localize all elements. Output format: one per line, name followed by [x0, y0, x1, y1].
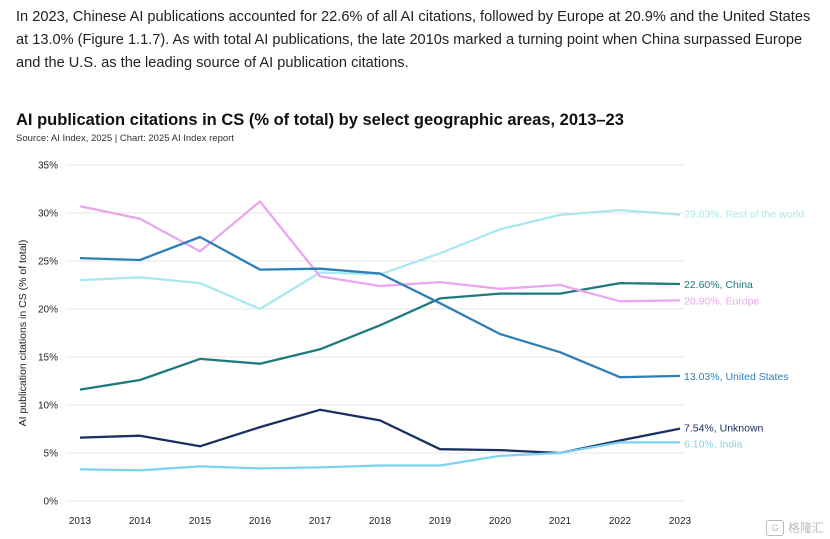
x-tick-label: 2022 [609, 516, 632, 527]
series-label-china: 22.60%, China [684, 279, 753, 291]
x-tick-label: 2014 [129, 516, 152, 527]
y-tick-label: 15% [38, 353, 58, 364]
series-label-rest-of-the-world: 29.83%, Rest of the world [684, 209, 804, 221]
chart-source: Source: AI Index, 2025 | Chart: 2025 AI … [16, 133, 234, 144]
x-tick-label: 2013 [69, 516, 92, 527]
series-line-europe [79, 200, 681, 303]
y-tick-label: 5% [44, 449, 59, 460]
series-end-labels: 29.83%, Rest of the world 22.60%, China 20… [684, 209, 804, 451]
series-label-unknown: 7.54%, Unknown [684, 423, 764, 435]
intro-paragraph: In 2023, Chinese AI publications account… [16, 9, 811, 71]
series-label-united-states: 13.03%, United States [684, 371, 788, 383]
x-tick-label: 2018 [369, 516, 392, 527]
x-tick-label: 2021 [549, 516, 572, 527]
chart-series [79, 200, 681, 472]
series-label-europe: 20.90%, Europe [684, 295, 759, 307]
watermark: G 格隆汇 [765, 519, 824, 536]
chart-title: AI publication citations in CS (% of tot… [16, 111, 624, 129]
y-tick-label: 10% [38, 401, 58, 412]
x-tick-label: 2015 [189, 516, 212, 527]
x-tick-label: 2023 [669, 516, 692, 527]
x-tick-label: 2016 [249, 516, 272, 527]
series-line-united-states [79, 235, 681, 379]
x-tick-label: 2017 [309, 516, 332, 527]
series-label-india: 6.10%, India [684, 438, 743, 450]
y-tick-label: 0% [44, 497, 59, 508]
y-tick-label: 20% [38, 305, 58, 316]
y-axis-label: AI publication citations in CS (% of tot… [17, 240, 29, 427]
watermark-logo-icon: G [765, 519, 784, 536]
watermark-text: 格隆汇 [787, 521, 824, 535]
y-tick-label: 35% [38, 161, 58, 172]
x-axis-ticks: 2013 2014 2015 2016 2017 2018 2019 2020 2021 2022… [69, 516, 692, 527]
series-line-unknown [79, 408, 681, 455]
y-tick-label: 25% [38, 257, 58, 268]
x-tick-label: 2020 [489, 516, 512, 527]
y-axis-ticks: 0% 5% 10% 15% 20% 25% 30% 35% [38, 161, 58, 508]
series-line-india [79, 441, 680, 472]
series-line-china [79, 281, 681, 391]
x-tick-label: 2019 [429, 516, 452, 527]
y-tick-label: 30% [38, 209, 58, 220]
chart-gridlines [66, 164, 684, 502]
